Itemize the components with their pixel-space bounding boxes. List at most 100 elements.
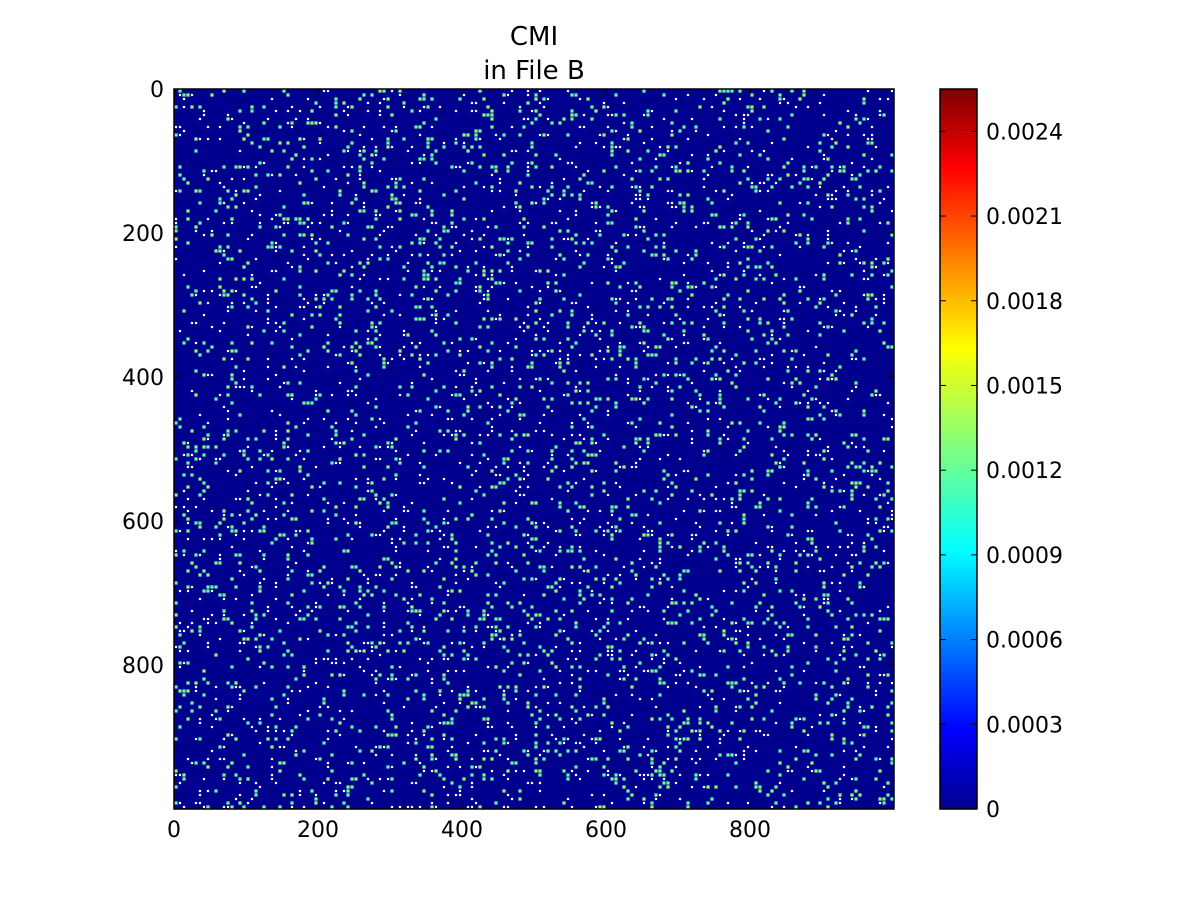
heatmap-cell <box>362 669 366 673</box>
heatmap-cell <box>646 377 650 381</box>
heatmap-cell <box>738 449 742 453</box>
heatmap-cell <box>262 529 266 533</box>
heatmap-cell <box>634 441 638 445</box>
heatmap-cell <box>446 793 450 797</box>
heatmap-cell <box>634 465 638 469</box>
heatmap-cell <box>354 341 358 345</box>
heatmap-cell <box>622 745 626 749</box>
heatmap-cell <box>830 197 834 201</box>
heatmap-cell <box>234 553 238 557</box>
heatmap-cell <box>778 589 782 593</box>
heatmap-cell <box>774 581 778 585</box>
heatmap-cell <box>590 205 594 209</box>
heatmap-cell <box>474 657 478 661</box>
heatmap-cell <box>442 653 446 657</box>
heatmap-cell <box>230 529 234 533</box>
heatmap-cell <box>214 397 218 401</box>
heatmap-cell <box>226 113 230 117</box>
heatmap-cell <box>470 757 474 761</box>
heatmap-cell <box>558 577 562 581</box>
heatmap-cell <box>642 801 646 805</box>
heatmap-cell <box>842 681 846 685</box>
heatmap-cell <box>358 569 362 573</box>
heatmap-cell <box>266 297 270 301</box>
heatmap-cell <box>422 237 426 241</box>
heatmap-cell <box>346 609 350 613</box>
heatmap-cell <box>678 169 682 173</box>
heatmap-cell <box>794 561 798 565</box>
heatmap-cell <box>406 453 410 457</box>
heatmap-cell <box>826 237 830 241</box>
heatmap-cell <box>246 333 250 337</box>
heatmap-cell <box>198 721 202 725</box>
heatmap-cell <box>258 665 262 669</box>
heatmap-cell <box>250 565 254 569</box>
heatmap-cell <box>862 269 866 273</box>
heatmap-cell <box>238 641 242 645</box>
heatmap-cell <box>674 313 678 317</box>
heatmap-cell <box>186 465 190 469</box>
heatmap-cell <box>586 585 590 589</box>
heatmap-cell <box>462 233 466 237</box>
heatmap-cell <box>818 401 822 405</box>
heatmap-cell <box>618 729 622 733</box>
heatmap-cell <box>226 709 230 713</box>
heatmap-cell <box>322 509 326 513</box>
heatmap-cell <box>502 461 506 465</box>
heatmap-cell <box>306 257 310 261</box>
heatmap-cell <box>390 733 394 737</box>
heatmap-cell <box>434 161 438 165</box>
heatmap-cell <box>634 297 638 301</box>
heatmap-cell <box>470 569 474 573</box>
heatmap-cell <box>326 409 330 413</box>
heatmap-cell <box>534 429 538 433</box>
heatmap-cell <box>670 205 674 209</box>
heatmap-cell <box>602 357 606 361</box>
heatmap-cell <box>878 109 882 113</box>
heatmap-cell <box>286 445 290 449</box>
heatmap-cell <box>390 245 394 249</box>
heatmap-cell <box>478 405 482 409</box>
heatmap-cell <box>506 93 510 97</box>
heatmap-cell <box>606 617 610 621</box>
heatmap-cell <box>606 205 610 209</box>
heatmap-cell <box>746 225 750 229</box>
heatmap-cell <box>442 497 446 501</box>
heatmap-cell <box>814 697 818 701</box>
heatmap-cell <box>670 121 674 125</box>
heatmap-cell <box>774 181 778 185</box>
heatmap-cell <box>474 801 478 805</box>
heatmap-cell <box>274 581 278 585</box>
heatmap-cell <box>750 229 754 233</box>
heatmap-cell <box>226 765 230 769</box>
heatmap-cell <box>782 425 786 429</box>
heatmap-cell <box>262 525 266 529</box>
heatmap-cell <box>570 109 574 113</box>
heatmap-cell <box>638 157 642 161</box>
heatmap-cell <box>286 109 290 113</box>
heatmap-cell <box>302 457 306 461</box>
heatmap-cell <box>430 269 434 273</box>
heatmap-cell <box>658 581 662 585</box>
heatmap-cell <box>286 685 290 689</box>
heatmap-cell <box>794 105 798 109</box>
heatmap-cell <box>862 585 866 589</box>
heatmap-cell <box>574 625 578 629</box>
heatmap-cell <box>850 249 854 253</box>
heatmap-cell <box>710 357 714 361</box>
heatmap-cell <box>350 349 354 353</box>
heatmap-cell <box>798 681 802 685</box>
heatmap-cell <box>182 489 186 493</box>
heatmap-cell <box>590 593 594 597</box>
heatmap-cell <box>562 193 566 197</box>
heatmap-cell <box>418 305 422 309</box>
heatmap-cell <box>698 617 702 621</box>
heatmap-cell <box>490 417 494 421</box>
heatmap-cell <box>454 669 458 673</box>
heatmap-cell <box>298 609 302 613</box>
heatmap-cell <box>254 165 258 169</box>
heatmap-cell <box>706 197 710 201</box>
heatmap-cell <box>286 437 290 441</box>
heatmap-cell <box>442 733 446 737</box>
heatmap-cell <box>370 153 374 157</box>
